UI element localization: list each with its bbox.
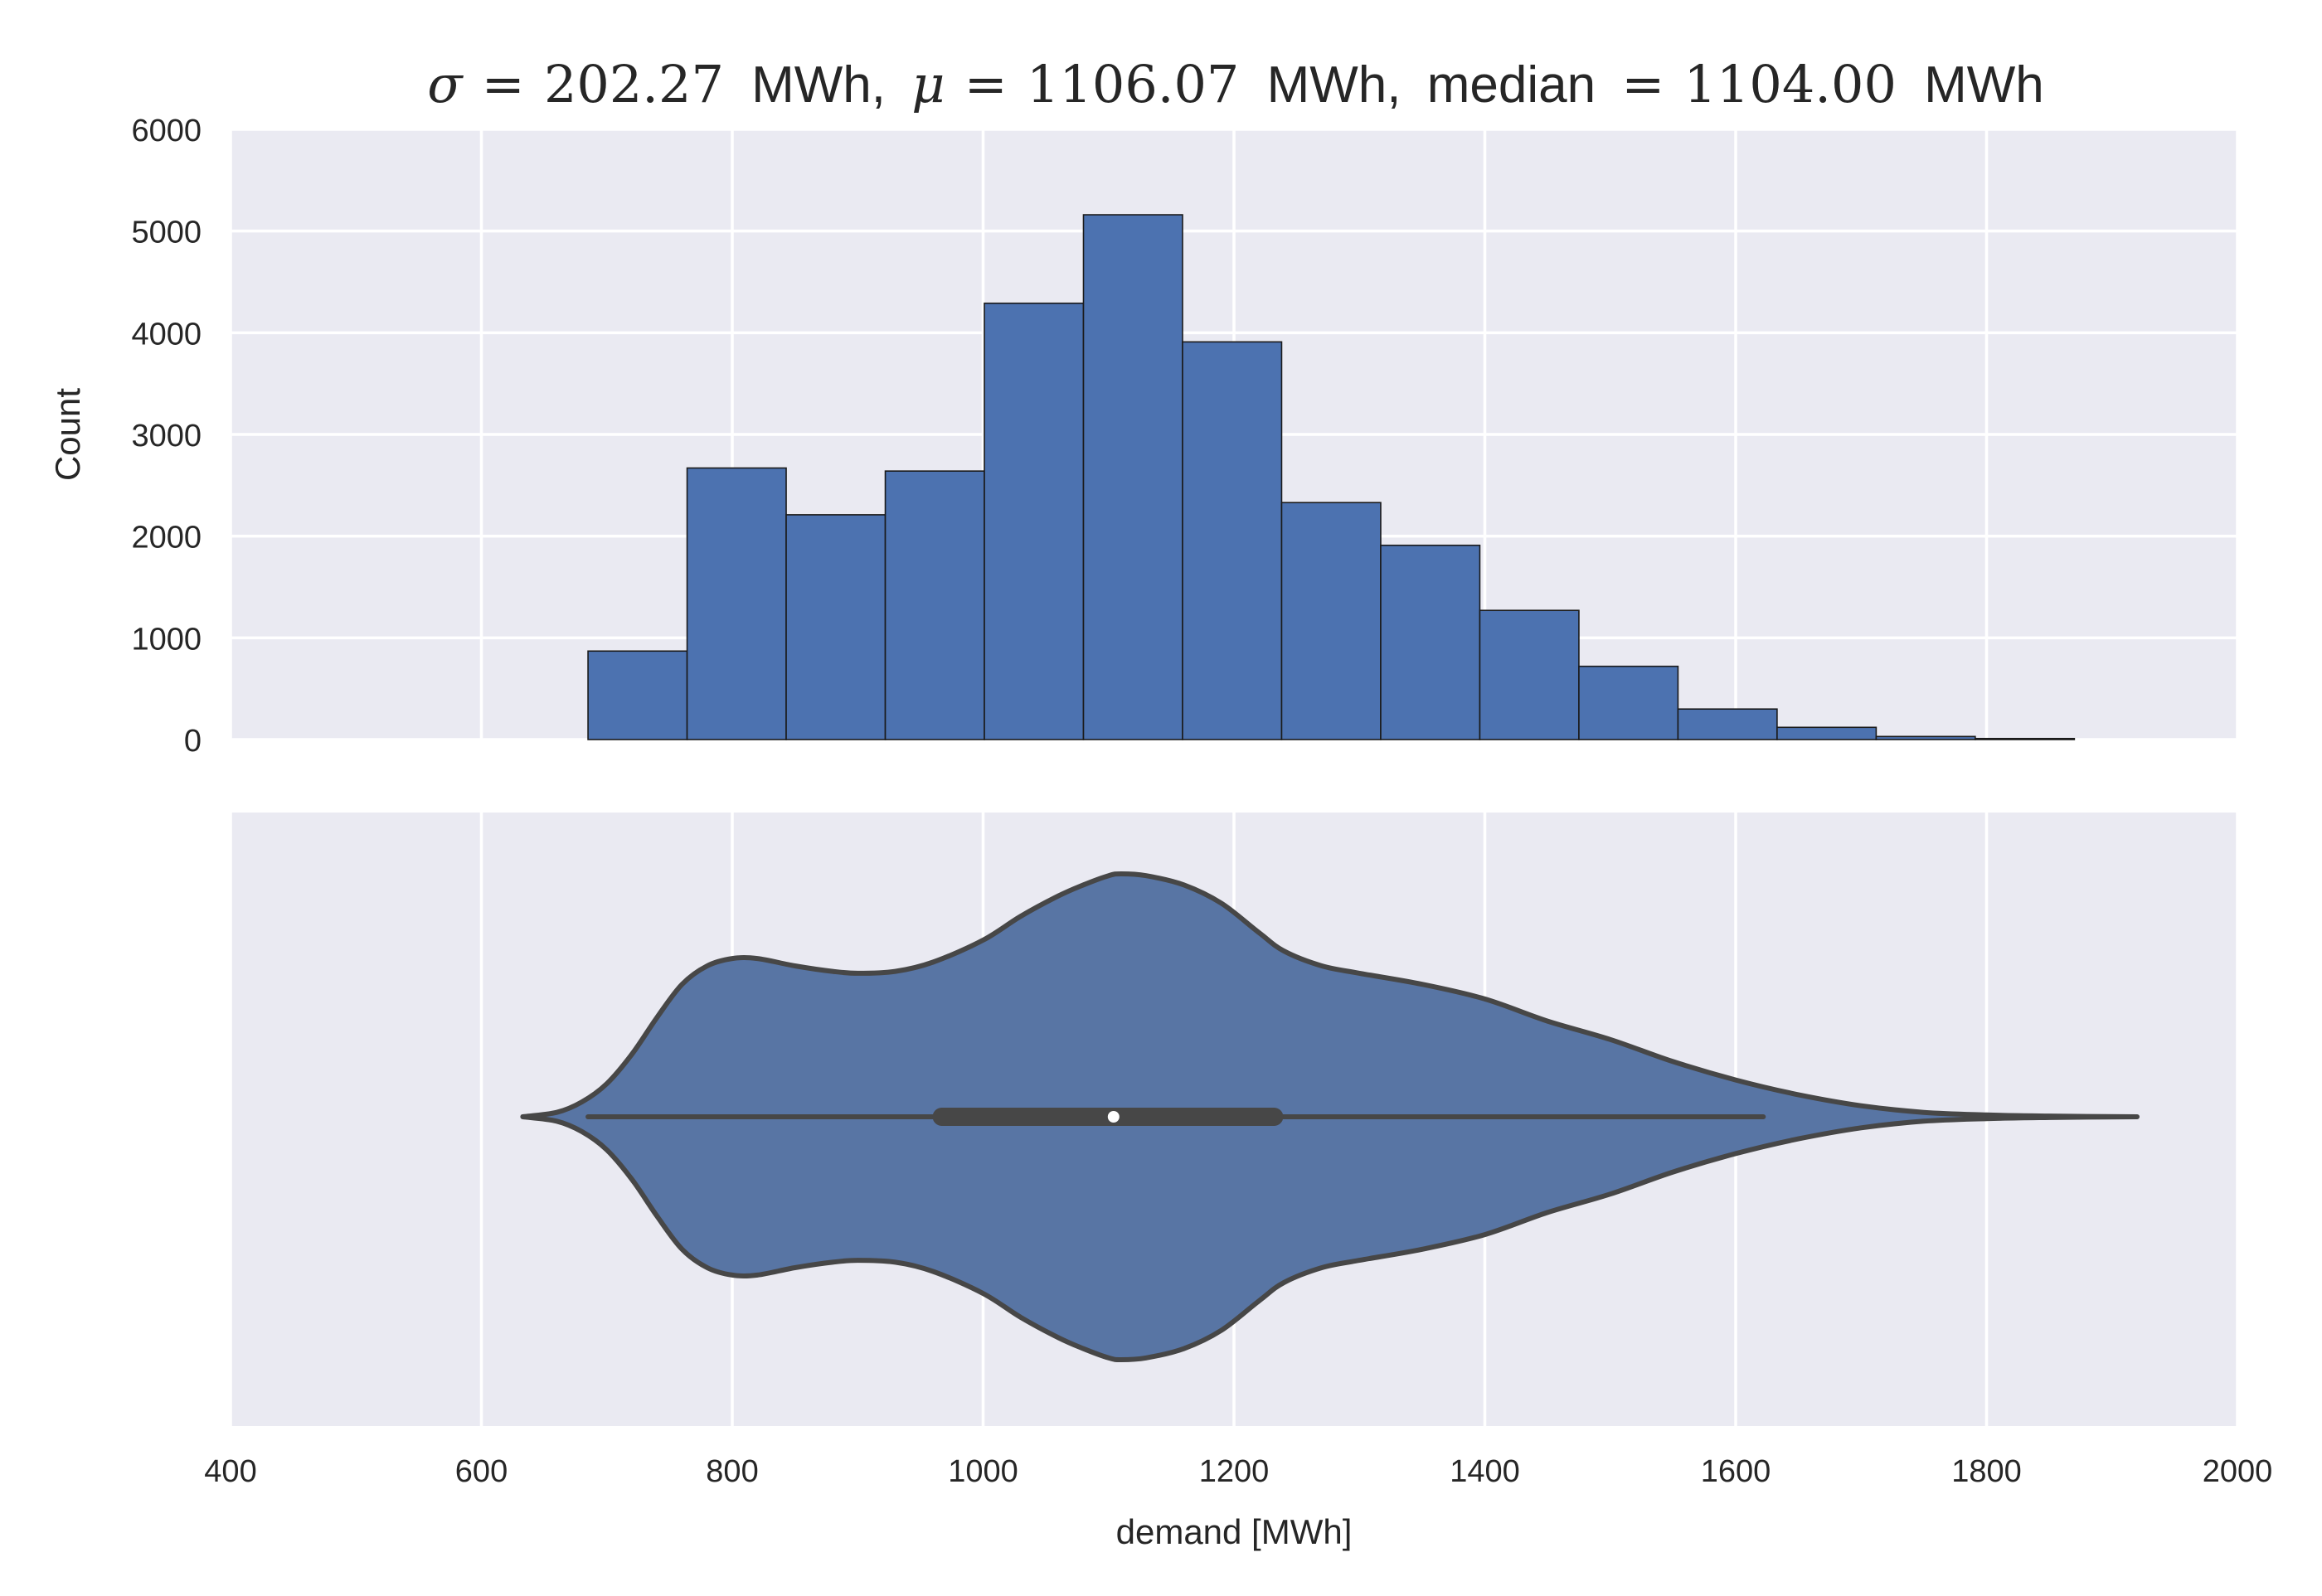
- title-equals-1: =: [482, 54, 525, 114]
- title-sigma-value: 202.27: [544, 54, 724, 114]
- histogram-bar: [1182, 341, 1283, 740]
- histogram-bar: [1082, 214, 1183, 740]
- title-unit-2: MWh: [1267, 56, 1387, 114]
- histogram-bar: [1677, 708, 1778, 740]
- histogram-bar: [1479, 609, 1580, 740]
- violin-x-tick-labels: 400 600 800 1000 1200 1400 1600 1800 2000: [204, 1454, 2272, 1489]
- x-tick-label: 1400: [1450, 1454, 1520, 1489]
- histogram-bar: [884, 470, 985, 740]
- histogram-y-tick-label: 2000: [131, 521, 202, 555]
- histogram-y-tick-label: 1000: [131, 622, 202, 657]
- title-median-value: 1104.00: [1684, 54, 1897, 114]
- histogram-bar: [587, 650, 688, 740]
- title-sigma-symbol: σ: [427, 54, 464, 114]
- histogram-y-tick-label: 3000: [131, 419, 202, 454]
- x-tick-label: 1800: [1951, 1454, 2022, 1489]
- title-equals-3: =: [1621, 54, 1664, 114]
- violin-panel: 400 600 800 1000 1200 1400 1600 1800 2000 demand…: [204, 813, 2272, 1551]
- histogram-bars: [587, 214, 2076, 740]
- histogram-panel: 0 1000 2000 3000 4000 5000 6000 Count: [48, 114, 2239, 759]
- x-axis-label: demand [MWh]: [1116, 1512, 1353, 1551]
- violin-marks: [520, 871, 2140, 1362]
- histogram-y-tick-label: 0: [184, 724, 202, 759]
- histogram-y-tick-label: 4000: [131, 317, 202, 352]
- x-tick-label: 1600: [1701, 1454, 1771, 1489]
- histogram-y-axis-label: Count: [48, 388, 87, 481]
- title-sep-2: ,: [1387, 56, 1401, 114]
- histogram-bar: [1776, 726, 1878, 740]
- title-equals-2: =: [964, 54, 1008, 114]
- histogram-bar: [984, 302, 1085, 740]
- histogram-bar: [1975, 737, 2076, 740]
- title-mu-value: 1106.07: [1027, 54, 1239, 114]
- histogram-bar: [785, 514, 887, 740]
- x-tick-label: 1000: [948, 1454, 1018, 1489]
- x-tick-label: 400: [204, 1454, 256, 1489]
- histogram-y-tick-labels: 0 1000 2000 3000 4000 5000 6000: [131, 114, 202, 759]
- title-sep-1: ,: [872, 56, 886, 114]
- title-unit-1: MWh: [751, 56, 872, 114]
- histogram-bar: [1380, 544, 1481, 740]
- histogram-bar: [686, 467, 787, 740]
- violin-median-marker: [1107, 1111, 1120, 1123]
- title-mu-symbol: μ: [911, 54, 945, 114]
- histogram-y-tick-label: 5000: [131, 216, 202, 250]
- x-tick-label: 2000: [2203, 1454, 2273, 1489]
- title-median-label: median: [1427, 56, 1596, 114]
- histogram-bar: [1280, 502, 1382, 740]
- x-tick-label: 800: [706, 1454, 758, 1489]
- x-tick-label: 1200: [1199, 1454, 1270, 1489]
- chart-title: σ = 202.27 MWh, μ = 1106.07 MWh, median …: [427, 54, 2044, 114]
- histogram-y-tick-label: 6000: [131, 114, 202, 148]
- histogram-bar: [1875, 735, 1976, 740]
- title-unit-3: MWh: [1924, 56, 2044, 114]
- x-tick-label: 600: [455, 1454, 508, 1489]
- histogram-bar: [1578, 665, 1679, 740]
